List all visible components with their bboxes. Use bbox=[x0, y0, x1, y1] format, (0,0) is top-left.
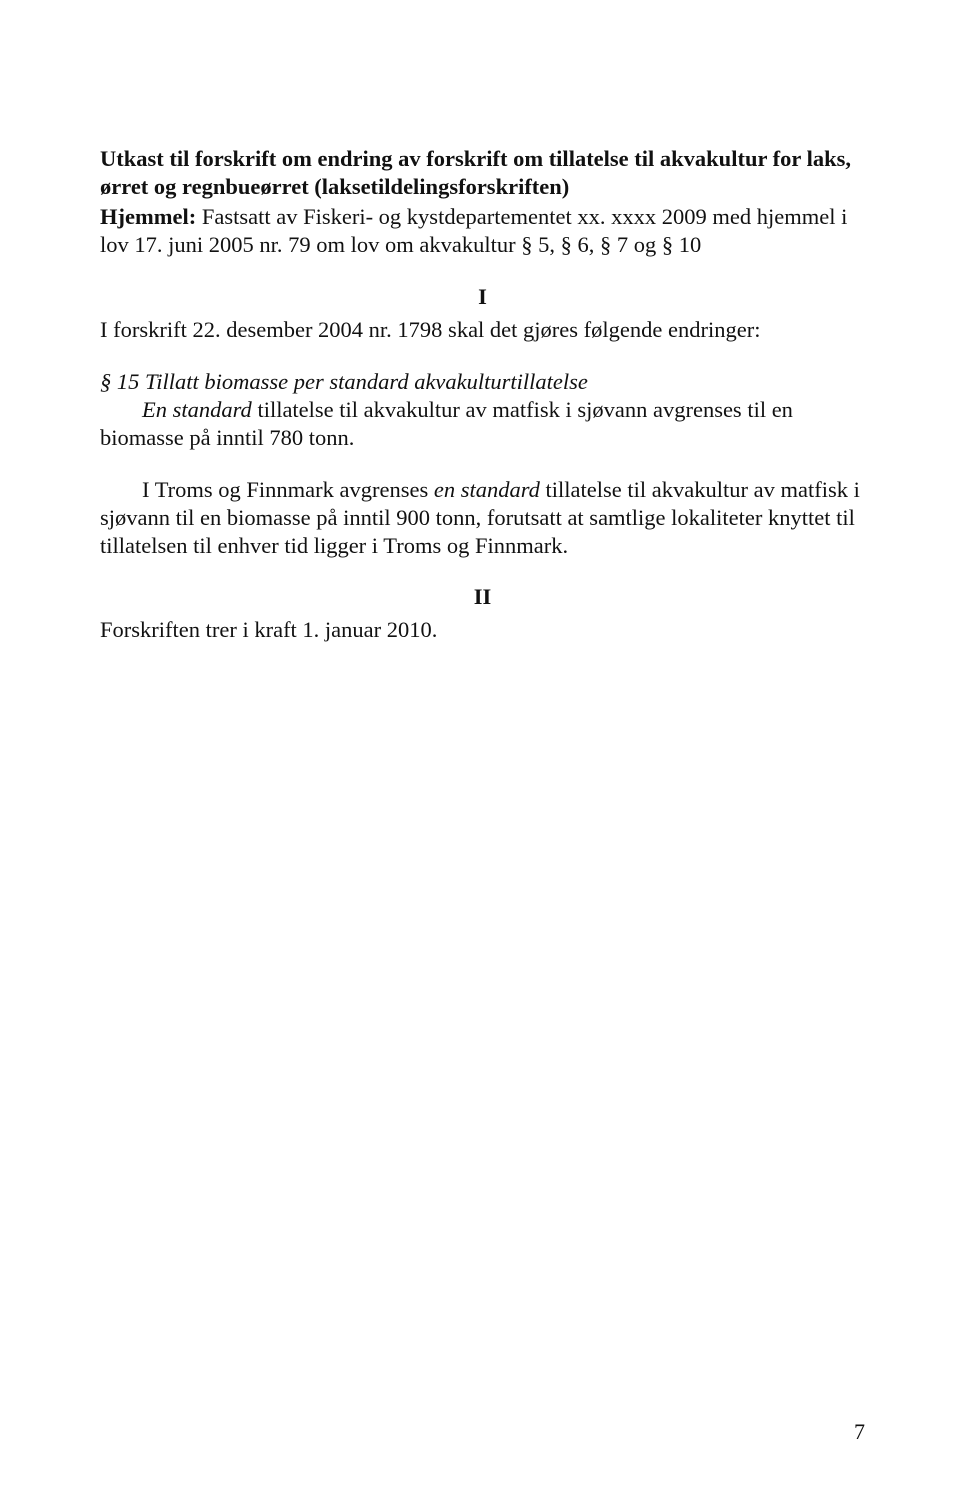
p15-heading: § 15 Tillatt biomasse per standard akvak… bbox=[100, 369, 588, 394]
section-number-ii: II bbox=[100, 584, 865, 610]
p15-italic: En standard bbox=[142, 397, 252, 422]
ikraft-paragraph: Forskriften trer i kraft 1. januar 2010. bbox=[100, 616, 865, 644]
paragraph-15: § 15 Tillatt biomasse per standard akvak… bbox=[100, 368, 865, 452]
hjemmel-label: Hjemmel: bbox=[100, 204, 196, 229]
troms-a: I Troms og Finnmark avgrenses bbox=[142, 477, 434, 502]
section-number-i: I bbox=[100, 284, 865, 310]
hjemmel-paragraph: Hjemmel: Fastsatt av Fiskeri- og kystdep… bbox=[100, 203, 865, 259]
troms-paragraph: I Troms og Finnmark avgrenses en standar… bbox=[100, 476, 865, 560]
document-page: Utkast til forskrift om endring av forsk… bbox=[0, 0, 960, 1485]
troms-italic: en standard bbox=[434, 477, 540, 502]
p15-body: En standard tillatelse til akvakultur av… bbox=[100, 396, 865, 452]
hjemmel-text: Fastsatt av Fiskeri- og kystdepartemente… bbox=[100, 204, 847, 257]
intro-paragraph: I forskrift 22. desember 2004 nr. 1798 s… bbox=[100, 316, 865, 344]
document-title: Utkast til forskrift om endring av forsk… bbox=[100, 145, 865, 201]
page-number: 7 bbox=[854, 1419, 865, 1445]
